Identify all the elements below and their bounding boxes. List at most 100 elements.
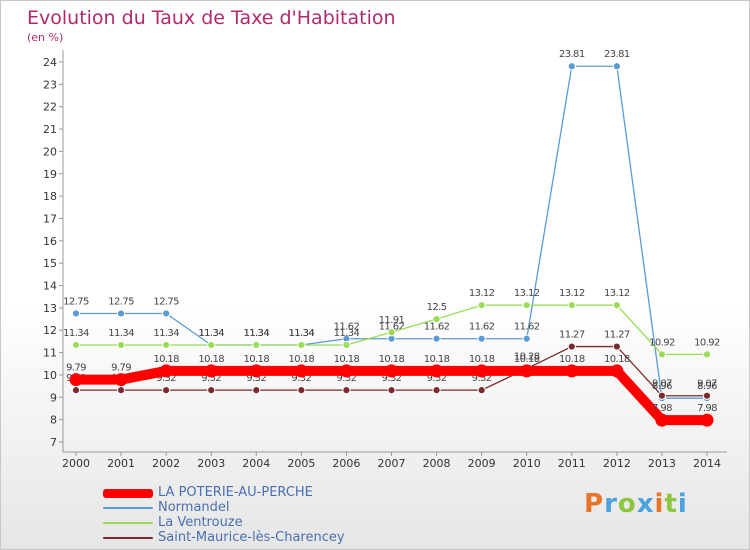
- x-tick-label: 2012: [603, 457, 631, 470]
- data-point-la-ventrouze: [432, 314, 441, 324]
- data-point-la-ventrouze: [342, 340, 351, 350]
- data-point-la-poterie-au-perche: [385, 364, 398, 378]
- data-point-normandel: [477, 334, 486, 343]
- y-tick-label: 14: [43, 280, 57, 293]
- data-label-la-poterie-au-perche: 9.79: [111, 363, 131, 374]
- data-label-la-poterie-au-perche: 10.18: [334, 354, 360, 365]
- data-point-la-ventrouze: [297, 340, 306, 350]
- data-label-la-ventrouze: 11.34: [334, 328, 360, 339]
- data-label-saint-maurice-les-charencey: 9.32: [472, 373, 492, 384]
- data-point-la-ventrouze: [252, 340, 261, 350]
- y-tick-label: 22: [43, 101, 57, 114]
- data-point-la-poterie-au-perche: [610, 364, 624, 378]
- data-point-saint-maurice-les-charencey: [342, 386, 351, 395]
- legend-item: LA POTERIE-AU-PERCHE: [103, 485, 313, 501]
- data-label-normandel: 12.75: [63, 296, 89, 307]
- x-tick-label: 2010: [513, 457, 541, 470]
- data-point-saint-maurice-les-charencey: [702, 391, 712, 400]
- data-point-saint-maurice-les-charencey: [116, 386, 126, 395]
- data-point-normandel: [432, 334, 441, 343]
- y-tick-label: 20: [43, 145, 57, 158]
- data-label-normandel: 11.34: [198, 328, 224, 339]
- legend-label: Normandel: [158, 500, 230, 515]
- data-label-la-poterie-au-perche: 10.18: [379, 354, 405, 365]
- y-tick-label: 7: [50, 436, 57, 449]
- y-tick-label: 19: [43, 168, 57, 181]
- data-point-saint-maurice-les-charencey: [432, 386, 441, 395]
- x-tick-label: 2009: [468, 457, 496, 470]
- data-point-la-poterie-au-perche: [475, 364, 489, 378]
- x-tick-label: 2008: [423, 457, 451, 470]
- x-tick-label: 2002: [152, 457, 180, 470]
- data-label-normandel: 23.81: [604, 49, 630, 60]
- data-point-saint-maurice-les-charencey: [387, 386, 396, 395]
- data-point-saint-maurice-les-charencey: [162, 386, 171, 395]
- data-point-la-ventrouze: [162, 340, 171, 350]
- data-point-normandel: [71, 309, 81, 318]
- data-point-la-ventrouze: [612, 301, 621, 310]
- data-point-la-ventrouze: [567, 301, 576, 310]
- data-label-la-ventrouze: 11.91: [379, 315, 405, 326]
- data-point-la-poterie-au-perche: [159, 364, 173, 378]
- data-label-saint-maurice-les-charencey: 9.32: [201, 373, 221, 384]
- x-tick-label: 2000: [62, 457, 90, 470]
- legend-swatch: [103, 507, 153, 509]
- data-label-saint-maurice-les-charencey: 11.27: [559, 330, 585, 341]
- data-label-normandel: 11.62: [469, 322, 495, 333]
- data-point-saint-maurice-les-charencey: [477, 386, 486, 395]
- data-label-la-poterie-au-perche: 10.18: [424, 354, 450, 365]
- y-tick-label: 21: [43, 123, 57, 136]
- data-label-saint-maurice-les-charencey: 9.07: [697, 379, 717, 390]
- data-label-saint-maurice-les-charencey: 9.07: [652, 379, 672, 390]
- y-tick-label: 13: [43, 302, 57, 315]
- data-label-la-poterie-au-perche: 7.98: [697, 403, 717, 414]
- data-label-normandel: 8.96: [652, 381, 672, 392]
- y-tick-label: 23: [43, 78, 57, 91]
- data-label-la-poterie-au-perche: 10.18: [243, 354, 269, 365]
- data-point-la-poterie-au-perche: [700, 413, 714, 427]
- series-line-normandel: [75, 65, 708, 399]
- legend-label: Saint-Maurice-lès-Charencey: [158, 530, 345, 545]
- data-label-saint-maurice-les-charencey: 9.32: [336, 373, 356, 384]
- data-point-la-ventrouze: [387, 328, 396, 337]
- data-point-normandel: [162, 309, 171, 318]
- data-point-la-poterie-au-perche: [249, 364, 263, 378]
- data-label-la-ventrouze: 10.92: [649, 337, 675, 348]
- data-label-normandel: 12.75: [108, 296, 134, 307]
- data-label-la-ventrouze: 13.12: [469, 288, 495, 299]
- data-label-saint-maurice-les-charencey: 9.32: [156, 373, 176, 384]
- y-tick-label: 8: [50, 414, 57, 427]
- y-tick-label: 9: [50, 391, 57, 404]
- x-tick-label: 2014: [693, 457, 721, 470]
- data-label-la-ventrouze: 13.12: [604, 288, 630, 299]
- data-label-saint-maurice-les-charencey: 9.32: [291, 373, 311, 384]
- data-point-la-poterie-au-perche: [114, 373, 128, 387]
- legend-label: La Ventrouze: [158, 515, 243, 530]
- chart-unit-label: (en %): [27, 31, 64, 44]
- data-label-normandel: 11.62: [424, 322, 450, 333]
- data-point-la-ventrouze: [477, 301, 486, 310]
- data-point-la-poterie-au-perche: [339, 364, 353, 378]
- data-point-la-ventrouze: [71, 340, 81, 350]
- data-label-normandel: 23.81: [559, 49, 585, 60]
- data-label-la-poterie-au-perche: 9.79: [66, 363, 86, 374]
- data-label-la-ventrouze: 11.34: [198, 328, 224, 339]
- x-tick-label: 2001: [107, 457, 135, 470]
- data-label-normandel: 11.34: [243, 328, 269, 339]
- y-tick-label: 10: [43, 369, 57, 382]
- data-label-la-ventrouze: 11.34: [289, 328, 315, 339]
- data-point-la-poterie-au-perche: [204, 364, 218, 378]
- data-point-normandel: [567, 62, 576, 71]
- chart-title: Evolution du Taux de Taxe d'Habitation: [27, 7, 396, 29]
- data-point-saint-maurice-les-charencey: [71, 386, 81, 395]
- data-label-la-ventrouze: 11.34: [243, 328, 269, 339]
- data-point-saint-maurice-les-charencey: [657, 391, 667, 400]
- data-point-la-poterie-au-perche: [69, 373, 83, 387]
- x-tick-label: 2011: [558, 457, 586, 470]
- legend-swatch: [103, 537, 153, 539]
- x-tick-label: 2006: [332, 457, 360, 470]
- data-label-la-ventrouze: 12.5: [427, 302, 447, 313]
- legend-item: La Ventrouze: [103, 515, 243, 531]
